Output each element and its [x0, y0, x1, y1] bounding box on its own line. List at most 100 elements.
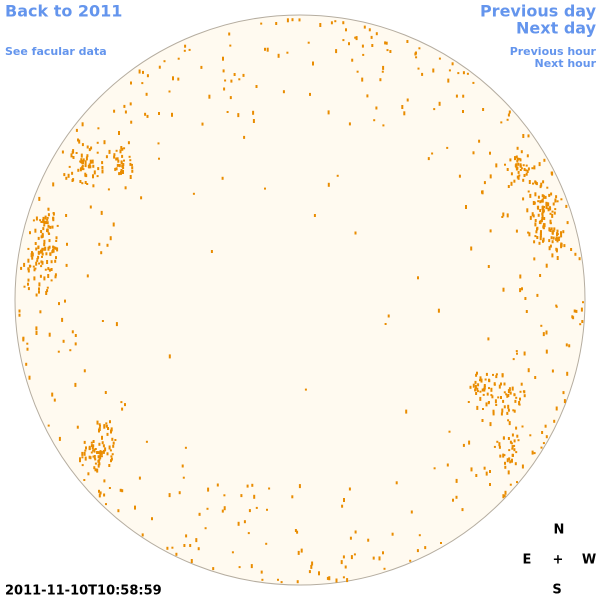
facula — [539, 200, 542, 204]
previous-hour-link[interactable]: Previous hour — [510, 45, 597, 58]
facula — [566, 221, 569, 225]
facula — [77, 168, 80, 172]
facula — [246, 484, 249, 488]
facula — [127, 141, 130, 145]
facula — [502, 399, 505, 403]
facula — [97, 459, 100, 463]
facula — [539, 274, 542, 277]
facula — [479, 379, 481, 382]
facula — [108, 445, 111, 450]
facula — [488, 401, 490, 403]
facula — [52, 245, 55, 249]
facula — [286, 18, 289, 23]
facula — [495, 373, 498, 376]
facula — [345, 28, 347, 32]
facula — [554, 198, 557, 203]
facula — [506, 168, 509, 171]
facula — [115, 149, 118, 152]
facula — [565, 204, 568, 208]
facula — [418, 47, 421, 50]
facula — [523, 168, 526, 171]
facula — [535, 230, 538, 234]
facula — [216, 483, 219, 487]
facula — [560, 198, 563, 201]
facula — [516, 157, 519, 161]
facula — [503, 495, 506, 497]
facula — [542, 211, 545, 214]
facula — [197, 547, 200, 551]
facula — [175, 552, 178, 556]
facula — [538, 241, 541, 245]
facula — [513, 439, 516, 443]
facula — [432, 68, 435, 73]
facula — [18, 309, 21, 313]
facula — [515, 166, 518, 169]
facula — [101, 166, 104, 169]
facula — [480, 378, 483, 383]
facula — [38, 196, 41, 201]
facula — [129, 175, 132, 179]
facula — [373, 119, 376, 122]
facula — [503, 405, 506, 409]
facula — [493, 445, 496, 448]
facula — [470, 467, 473, 472]
facula — [71, 330, 74, 334]
facula — [41, 252, 44, 256]
facula — [501, 373, 504, 378]
facular-link[interactable]: See facular data — [5, 45, 107, 58]
facula — [25, 362, 28, 366]
facula — [300, 548, 303, 553]
facula — [26, 347, 29, 351]
previous-day-link[interactable]: Previous day — [480, 2, 597, 21]
facula — [344, 565, 347, 569]
facula — [310, 564, 313, 569]
facula — [543, 217, 546, 220]
facula — [327, 110, 330, 115]
facula — [83, 440, 86, 444]
facula — [556, 239, 559, 243]
facula — [526, 208, 529, 213]
back-link[interactable]: Back to 2011 — [5, 2, 122, 21]
facula — [69, 349, 72, 352]
facula — [146, 74, 149, 78]
facula — [387, 314, 390, 318]
facula — [200, 65, 203, 69]
facula — [122, 170, 124, 174]
facula — [65, 214, 68, 217]
facula — [472, 151, 475, 155]
facula — [549, 229, 552, 232]
facula — [381, 70, 384, 73]
facula — [548, 193, 551, 197]
facula — [508, 421, 511, 426]
facula — [94, 458, 97, 461]
facula — [483, 384, 486, 387]
facula — [39, 219, 42, 222]
facula — [342, 555, 345, 559]
facula — [62, 339, 65, 343]
facula — [542, 210, 545, 212]
facula — [379, 78, 382, 82]
facula — [100, 210, 103, 215]
facula — [522, 197, 525, 201]
facula — [519, 169, 522, 171]
facula — [438, 101, 441, 106]
facula — [554, 208, 557, 211]
facula — [91, 159, 94, 164]
facula — [362, 53, 365, 56]
facula — [308, 570, 311, 574]
facula — [451, 62, 454, 66]
facula — [560, 242, 563, 247]
facula — [465, 205, 467, 209]
facula — [108, 149, 111, 154]
next-hour-link[interactable]: Next hour — [535, 57, 597, 70]
facula — [318, 571, 320, 576]
facula — [98, 427, 101, 431]
facula — [85, 446, 87, 450]
facula — [113, 153, 116, 157]
facula — [94, 462, 97, 465]
facula — [113, 155, 116, 159]
facula — [513, 409, 516, 413]
facula — [40, 221, 43, 223]
facula — [511, 386, 514, 391]
next-day-link[interactable]: Next day — [516, 19, 597, 38]
